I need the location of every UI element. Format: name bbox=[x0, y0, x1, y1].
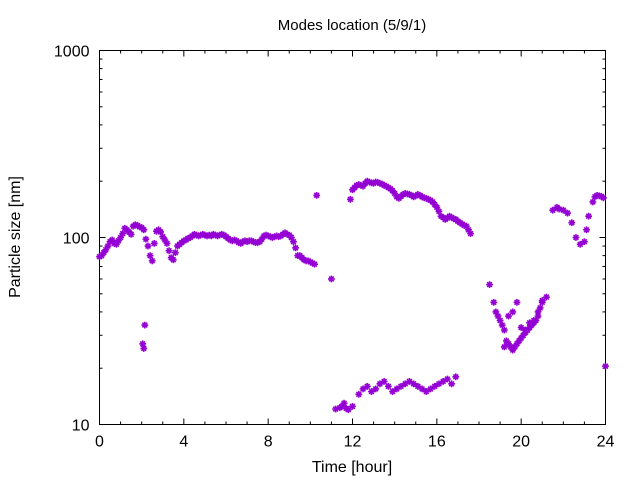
y-tick-label: 1000 bbox=[54, 44, 90, 61]
data-point bbox=[380, 378, 388, 385]
data-point bbox=[406, 378, 413, 385]
data-point bbox=[292, 244, 299, 252]
data-point bbox=[372, 385, 380, 393]
data-point bbox=[172, 249, 179, 257]
x-tick-label: 16 bbox=[428, 434, 446, 451]
data-point bbox=[530, 317, 538, 324]
data-point bbox=[363, 382, 371, 390]
data-point bbox=[490, 298, 498, 306]
y-tick-label: 10 bbox=[72, 418, 90, 435]
data-point bbox=[376, 380, 384, 388]
data-point bbox=[148, 257, 156, 265]
data-point bbox=[140, 345, 148, 352]
data-point bbox=[142, 235, 150, 243]
data-point bbox=[513, 298, 521, 306]
chart-title: Modes location (5/9/1) bbox=[278, 17, 426, 34]
data-point bbox=[140, 226, 148, 234]
data-point bbox=[393, 385, 401, 393]
data-point bbox=[144, 242, 152, 250]
x-tick-label: 0 bbox=[95, 434, 104, 451]
data-point bbox=[452, 373, 460, 381]
data-point bbox=[311, 260, 318, 268]
data-points bbox=[96, 177, 609, 414]
data-point bbox=[549, 206, 557, 214]
data-point bbox=[589, 198, 597, 206]
data-point bbox=[505, 312, 512, 320]
data-point bbox=[346, 195, 354, 203]
data-point bbox=[599, 194, 607, 202]
data-point bbox=[521, 326, 529, 334]
y-tick-label: 100 bbox=[63, 231, 90, 248]
data-point bbox=[467, 230, 474, 237]
data-point bbox=[163, 239, 171, 247]
data-point bbox=[150, 239, 158, 247]
data-point bbox=[355, 390, 363, 398]
x-tick-label: 24 bbox=[597, 434, 615, 451]
data-point bbox=[498, 321, 506, 329]
x-tick-label: 8 bbox=[264, 434, 273, 451]
data-point bbox=[313, 191, 321, 199]
data-point bbox=[448, 380, 455, 388]
data-point bbox=[486, 281, 493, 288]
data-point bbox=[435, 380, 443, 388]
data-point bbox=[581, 238, 588, 246]
data-point bbox=[401, 380, 409, 388]
x-tick-label: 12 bbox=[344, 434, 362, 451]
x-axis: 0 4 8 12 16 20 24 bbox=[95, 50, 615, 451]
data-point bbox=[543, 293, 550, 301]
y-axis: 10 100 1000 bbox=[54, 44, 606, 435]
data-point bbox=[602, 362, 609, 370]
data-point bbox=[534, 308, 542, 316]
plot-frame bbox=[99, 50, 606, 425]
data-point bbox=[328, 275, 335, 283]
data-point bbox=[564, 209, 571, 217]
x-tick-label: 20 bbox=[512, 434, 530, 451]
data-point bbox=[500, 326, 508, 334]
data-point bbox=[146, 252, 154, 260]
data-point bbox=[127, 230, 135, 238]
data-point bbox=[572, 234, 580, 241]
data-point bbox=[585, 212, 593, 220]
data-point bbox=[431, 382, 439, 390]
x-axis-label: Time [hour] bbox=[312, 459, 392, 476]
data-point bbox=[349, 402, 356, 410]
data-point bbox=[538, 298, 546, 306]
data-point bbox=[443, 375, 451, 383]
data-point bbox=[583, 226, 590, 234]
data-point bbox=[384, 382, 392, 390]
y-axis-label: Particle size [nm] bbox=[7, 176, 24, 298]
data-point bbox=[290, 238, 297, 246]
data-point bbox=[568, 219, 576, 227]
data-point bbox=[500, 343, 508, 351]
data-point bbox=[340, 399, 348, 407]
data-point bbox=[141, 321, 149, 329]
data-point bbox=[509, 308, 517, 316]
data-point bbox=[559, 206, 567, 214]
data-point bbox=[410, 380, 418, 388]
x-tick-label: 4 bbox=[179, 434, 188, 451]
data-point bbox=[169, 256, 177, 264]
data-point bbox=[165, 247, 173, 255]
data-point bbox=[119, 230, 127, 237]
data-point bbox=[418, 385, 426, 393]
